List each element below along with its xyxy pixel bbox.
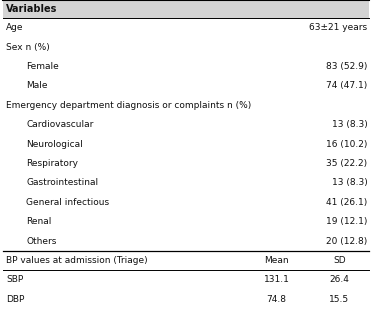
Text: Cardiovascular: Cardiovascular — [26, 120, 94, 129]
Text: Variables: Variables — [6, 4, 57, 14]
Text: 35 (22.2): 35 (22.2) — [326, 159, 367, 168]
Text: Age: Age — [6, 23, 23, 32]
Text: 13 (8.3): 13 (8.3) — [332, 178, 367, 187]
Text: 63±21 years: 63±21 years — [309, 23, 367, 32]
Text: 131.1: 131.1 — [263, 275, 289, 284]
Text: 74 (47.1): 74 (47.1) — [326, 81, 367, 91]
Text: General infectious: General infectious — [26, 198, 109, 207]
Text: 83 (52.9): 83 (52.9) — [326, 62, 367, 71]
Bar — [3, 0, 369, 18]
Text: SBP: SBP — [6, 275, 23, 284]
Text: SD: SD — [333, 256, 346, 265]
Text: Emergency department diagnosis or complaints n (%): Emergency department diagnosis or compla… — [6, 101, 251, 110]
Text: Renal: Renal — [26, 217, 52, 226]
Text: 26.4: 26.4 — [329, 275, 349, 284]
Text: Female: Female — [26, 62, 59, 71]
Text: Gastrointestinal: Gastrointestinal — [26, 178, 98, 187]
Text: 19 (12.1): 19 (12.1) — [326, 217, 367, 226]
Text: 15.5: 15.5 — [329, 295, 349, 304]
Text: Mean: Mean — [264, 256, 289, 265]
Text: Respiratory: Respiratory — [26, 159, 78, 168]
Text: 74.8: 74.8 — [266, 295, 286, 304]
Text: 20 (12.8): 20 (12.8) — [326, 237, 367, 246]
Text: Male: Male — [26, 81, 48, 91]
Text: BP values at admission (Triage): BP values at admission (Triage) — [6, 256, 148, 265]
Text: Others: Others — [26, 237, 57, 246]
Text: Sex n (%): Sex n (%) — [6, 43, 50, 52]
Text: Neurological: Neurological — [26, 140, 83, 149]
Text: 41 (26.1): 41 (26.1) — [326, 198, 367, 207]
Text: DBP: DBP — [6, 295, 24, 304]
Text: 16 (10.2): 16 (10.2) — [326, 140, 367, 149]
Text: 13 (8.3): 13 (8.3) — [332, 120, 367, 129]
